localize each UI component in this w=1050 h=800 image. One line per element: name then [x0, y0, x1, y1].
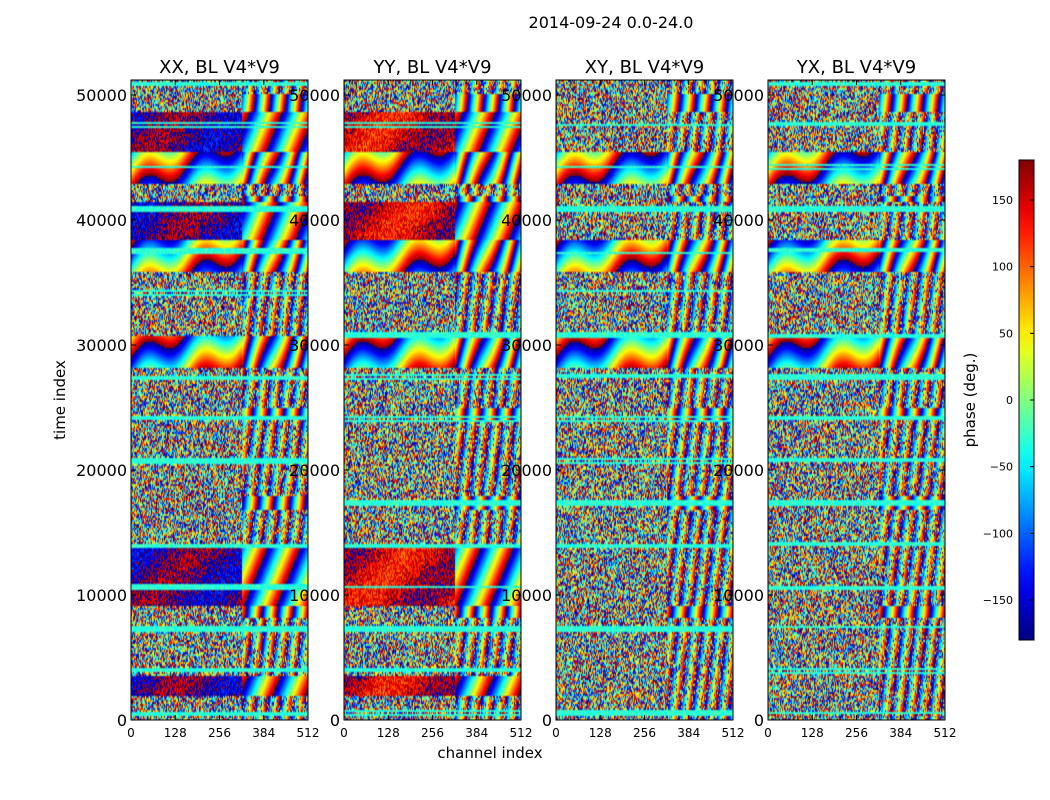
x-tick-label: 0	[552, 726, 560, 740]
colorbar-tick-label: −100	[983, 527, 1013, 540]
y-tick-label: 10000	[501, 586, 552, 605]
x-tick-label: 128	[377, 726, 400, 740]
phase-heatmap-yx	[768, 80, 945, 720]
y-tick-label: 50000	[289, 86, 340, 105]
x-tick-label: 384	[889, 726, 912, 740]
y-axis-label: time index	[51, 360, 69, 440]
x-tick-label: 128	[801, 726, 824, 740]
y-tick-label: 20000	[501, 461, 552, 480]
y-tick-label: 40000	[289, 211, 340, 230]
colorbar-tick-label: 0	[1006, 394, 1013, 407]
x-tick-label: 256	[845, 726, 868, 740]
panel-xx: XX, BL V4*V9 0 128 256 384 512 0 10000 20000 3000…	[76, 57, 319, 740]
y-tick-label: 30000	[713, 336, 764, 355]
x-tick-label: 0	[127, 726, 135, 740]
y-tick-label: 0	[117, 711, 127, 730]
panel-title-yy: YY, BL V4*V9	[372, 57, 491, 78]
panels-group: XX, BL V4*V9 0 128 256 384 512 0 10000 20000 3000…	[76, 57, 956, 740]
colorbar: −150 −100 −50 0 50 100 150 phase (deg.)	[961, 159, 1035, 641]
y-tick-label: 30000	[501, 336, 552, 355]
panel-yy: YY, BL V4*V9 0 128 256 384 512 0 10000 20000 3000…	[289, 57, 532, 740]
x-tick-label: 256	[633, 726, 656, 740]
y-tick-label: 10000	[289, 586, 340, 605]
colorbar-tick-label: −50	[990, 461, 1013, 474]
y-tick-label: 0	[542, 711, 552, 730]
panel-title-xx: XX, BL V4*V9	[159, 57, 280, 78]
colorbar-tick-label: 50	[999, 327, 1013, 340]
x-tick-label: 384	[252, 726, 275, 740]
x-tick-label: 512	[934, 726, 957, 740]
y-tick-label: 0	[754, 711, 764, 730]
colorbar-tick-label: 150	[992, 194, 1013, 207]
y-tick-label: 50000	[713, 86, 764, 105]
colorbar-label: phase (deg.)	[961, 353, 979, 448]
figure-title: 2014-09-24 0.0-24.0	[529, 13, 694, 32]
x-tick-label: 512	[722, 726, 745, 740]
y-tick-label: 40000	[501, 211, 552, 230]
y-tick-label: 20000	[713, 461, 764, 480]
y-tick-label: 50000	[501, 86, 552, 105]
x-tick-label: 384	[677, 726, 700, 740]
y-tick-label: 20000	[76, 461, 127, 480]
phase-heatmap-xy	[556, 80, 733, 720]
x-tick-label: 0	[764, 726, 772, 740]
y-tick-label: 50000	[76, 86, 127, 105]
y-tick-label: 10000	[76, 586, 127, 605]
x-tick-label: 512	[510, 726, 533, 740]
panel-title-yx: YX, BL V4*V9	[796, 57, 916, 78]
panel-yx: YX, BL V4*V9 0 128 256 384 512 0 10000 20000 3000…	[713, 57, 956, 740]
y-tick-label: 30000	[289, 336, 340, 355]
x-tick-label: 128	[589, 726, 612, 740]
x-tick-label: 128	[164, 726, 187, 740]
x-tick-label: 384	[465, 726, 488, 740]
panel-xy: XY, BL V4*V9 0 128 256 384 512 0 10000 20000 3000…	[501, 57, 744, 740]
y-tick-label: 30000	[76, 336, 127, 355]
x-tick-label: 256	[208, 726, 231, 740]
phase-heatmap-yy	[344, 80, 521, 720]
colorbar-tick-label: −150	[983, 594, 1013, 607]
colorbar-tick-label: 100	[992, 261, 1013, 274]
x-tick-label: 0	[340, 726, 348, 740]
y-tick-label: 40000	[76, 211, 127, 230]
x-axis-label: channel index	[437, 744, 542, 762]
y-tick-label: 20000	[289, 461, 340, 480]
x-tick-label: 256	[421, 726, 444, 740]
y-tick-label: 10000	[713, 586, 764, 605]
y-tick-label: 0	[330, 711, 340, 730]
y-tick-label: 40000	[713, 211, 764, 230]
x-tick-label: 512	[297, 726, 320, 740]
panel-title-xy: XY, BL V4*V9	[585, 57, 704, 78]
phase-heatmap-xx	[131, 80, 308, 720]
